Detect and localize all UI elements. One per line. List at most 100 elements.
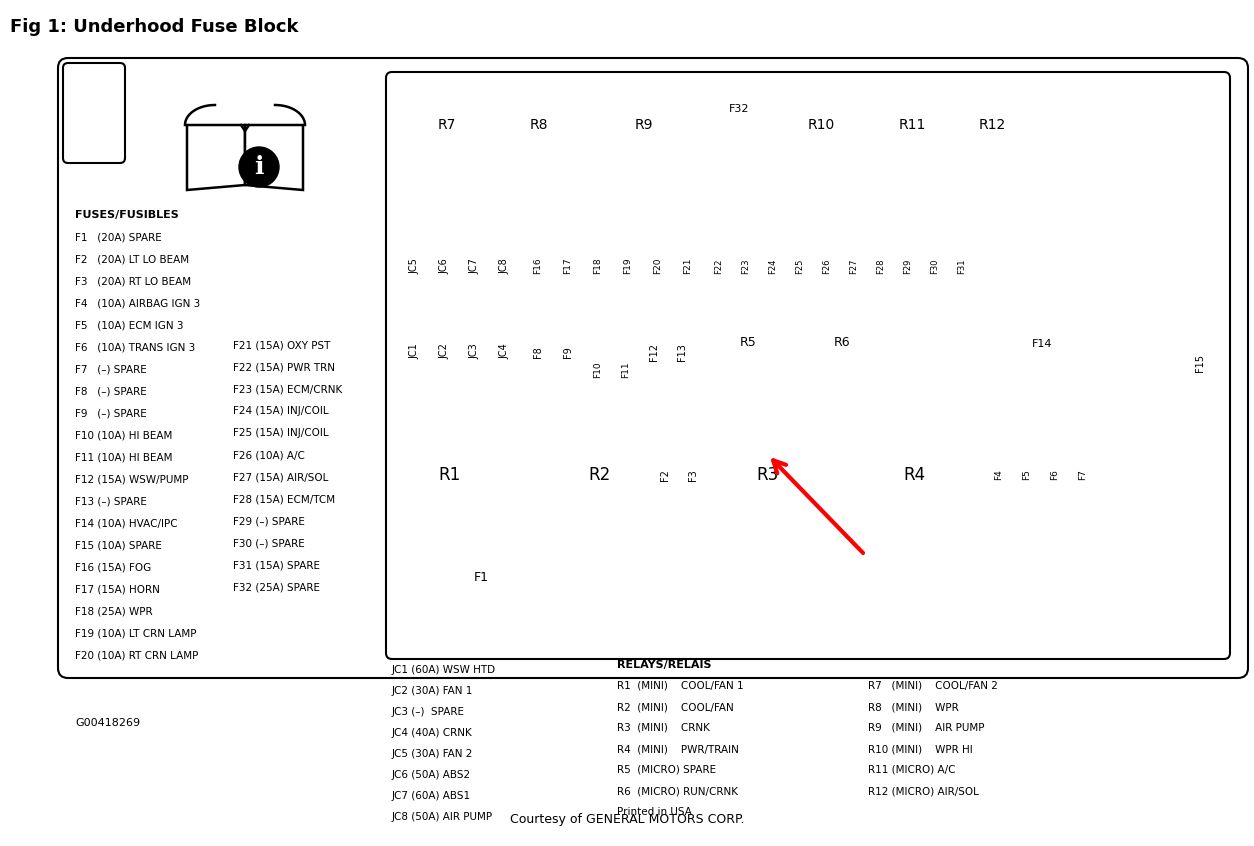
- Bar: [1042, 415, 1068, 535]
- Bar: [949, 225, 976, 307]
- Text: R8   (MINI)    WPR: R8 (MINI) WPR: [868, 702, 959, 712]
- Text: R9: R9: [635, 118, 653, 132]
- Bar: [1186, 298, 1214, 428]
- Text: F2: F2: [660, 469, 670, 481]
- Text: R11 (MICRO) A/C: R11 (MICRO) A/C: [868, 765, 956, 775]
- Text: F15: F15: [1195, 354, 1205, 372]
- Bar: [490, 310, 518, 392]
- Text: R7: R7: [438, 118, 456, 132]
- Text: F18 (25A) WPR: F18 (25A) WPR: [75, 606, 153, 616]
- Text: F18: F18: [593, 258, 602, 274]
- FancyBboxPatch shape: [58, 58, 1248, 678]
- Text: F27 (15A) AIR/SOL: F27 (15A) AIR/SOL: [233, 472, 329, 482]
- Circle shape: [930, 313, 989, 373]
- Text: G00418269: G00418269: [75, 718, 140, 728]
- Text: F29: F29: [903, 258, 913, 274]
- Text: F8: F8: [533, 346, 543, 358]
- Text: F22 (15A) PWR TRN: F22 (15A) PWR TRN: [233, 362, 335, 372]
- Bar: [895, 225, 920, 307]
- Text: JC8 (50A) AIR PUMP: JC8 (50A) AIR PUMP: [393, 812, 493, 822]
- Bar: [788, 225, 813, 307]
- Text: F16: F16: [533, 258, 543, 274]
- Bar: [460, 225, 488, 307]
- Bar: [854, 415, 974, 535]
- Text: F8   (–) SPARE: F8 (–) SPARE: [75, 386, 147, 396]
- Text: JC5 (30A) FAN 2: JC5 (30A) FAN 2: [393, 749, 473, 759]
- Text: F30: F30: [930, 258, 939, 274]
- Polygon shape: [245, 125, 303, 190]
- Text: F20: F20: [653, 258, 662, 274]
- Bar: [641, 318, 667, 386]
- Text: F25: F25: [795, 258, 805, 274]
- Text: R4  (MINI)    PWR/TRAIN: R4 (MINI) PWR/TRAIN: [617, 744, 739, 754]
- Text: F5   (10A) ECM IGN 3: F5 (10A) ECM IGN 3: [75, 320, 183, 330]
- Text: JC6 (50A) ABS2: JC6 (50A) ABS2: [393, 770, 472, 780]
- Text: R10: R10: [808, 118, 835, 132]
- Text: F19: F19: [623, 258, 632, 274]
- Bar: [460, 310, 488, 392]
- Text: F25 (15A) INJ/COIL: F25 (15A) INJ/COIL: [233, 428, 329, 438]
- Text: R3: R3: [757, 466, 779, 484]
- Text: JC2: JC2: [439, 343, 449, 359]
- Bar: [524, 225, 552, 307]
- Bar: [500, 90, 578, 160]
- Text: F6   (10A) TRANS IGN 3: F6 (10A) TRANS IGN 3: [75, 342, 196, 352]
- Text: R11: R11: [898, 118, 925, 132]
- Text: JC2 (30A) FAN 1: JC2 (30A) FAN 1: [393, 686, 473, 696]
- Text: F7: F7: [1078, 470, 1087, 481]
- Text: R1: R1: [439, 466, 461, 484]
- Text: F28: F28: [877, 258, 885, 274]
- Text: R2  (MINI)    COOL/FAN: R2 (MINI) COOL/FAN: [617, 702, 734, 712]
- Text: R3  (MINI)    CRNK: R3 (MINI) CRNK: [617, 723, 710, 733]
- Text: F11 (10A) HI BEAM: F11 (10A) HI BEAM: [75, 452, 173, 462]
- Text: F1   (20A) SPARE: F1 (20A) SPARE: [75, 232, 162, 242]
- Bar: [706, 225, 732, 307]
- Text: JC6: JC6: [439, 258, 449, 274]
- Bar: [780, 90, 861, 160]
- Bar: [652, 415, 678, 535]
- Text: JC7: JC7: [469, 258, 479, 274]
- Text: R10 (MINI)    WPR HI: R10 (MINI) WPR HI: [868, 744, 973, 754]
- Text: F29 (–) SPARE: F29 (–) SPARE: [233, 516, 305, 526]
- Text: F6: F6: [1051, 470, 1060, 481]
- Polygon shape: [187, 125, 245, 190]
- Bar: [1009, 325, 1075, 363]
- Bar: [841, 225, 867, 307]
- Bar: [614, 225, 642, 307]
- Text: JC1: JC1: [409, 343, 419, 359]
- Bar: [400, 415, 500, 535]
- Bar: [668, 318, 695, 386]
- Circle shape: [488, 445, 548, 505]
- Bar: [712, 90, 767, 128]
- Bar: [645, 225, 672, 307]
- Text: F10 (10A) HI BEAM: F10 (10A) HI BEAM: [75, 430, 172, 440]
- Text: F23 (15A) ECM/CRNK: F23 (15A) ECM/CRNK: [233, 384, 342, 394]
- Text: JC4 (40A) CRNK: JC4 (40A) CRNK: [393, 728, 473, 738]
- Text: F7   (–) SPARE: F7 (–) SPARE: [75, 364, 147, 374]
- Text: F9: F9: [563, 346, 573, 358]
- Text: F12 (15A) WSW/PUMP: F12 (15A) WSW/PUMP: [75, 474, 188, 484]
- Bar: [1014, 415, 1040, 535]
- Bar: [549, 415, 650, 535]
- Text: JC8: JC8: [499, 258, 509, 274]
- Bar: [868, 225, 894, 307]
- Text: F9   (–) SPARE: F9 (–) SPARE: [75, 408, 147, 418]
- Text: Printed in USA: Printed in USA: [617, 807, 692, 817]
- Text: F28 (15A) ECM/TCM: F28 (15A) ECM/TCM: [233, 494, 335, 504]
- Text: F14: F14: [1032, 339, 1053, 349]
- Text: F31: F31: [958, 258, 967, 274]
- Text: F24 (15A) INJ/COIL: F24 (15A) INJ/COIL: [233, 406, 329, 416]
- Bar: [589, 90, 698, 160]
- Text: JC3 (–)  SPARE: JC3 (–) SPARE: [393, 707, 465, 717]
- Text: R5  (MICRO) SPARE: R5 (MICRO) SPARE: [617, 765, 716, 775]
- Text: F32: F32: [730, 104, 750, 114]
- Text: JC7 (60A) ABS1: JC7 (60A) ABS1: [393, 791, 472, 801]
- Bar: [400, 225, 428, 307]
- Text: F17 (15A) HORN: F17 (15A) HORN: [75, 584, 159, 594]
- Bar: [554, 225, 582, 307]
- Bar: [586, 310, 611, 430]
- Text: R5: R5: [740, 337, 756, 349]
- Text: F12: F12: [650, 343, 660, 361]
- Bar: [734, 225, 759, 307]
- Text: R2: R2: [588, 466, 611, 484]
